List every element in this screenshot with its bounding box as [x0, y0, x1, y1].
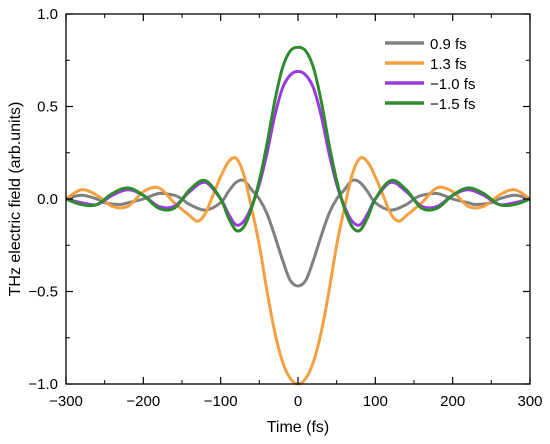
legend: 0.9 fs 1.3 fs −1.0 fs −1.5 fs — [385, 36, 475, 113]
legend-label: 0.9 fs — [430, 36, 467, 53]
x-tick-label: 100 — [363, 393, 388, 410]
y-tick-label: −0.5 — [28, 284, 58, 301]
y-tick-label: 0.5 — [37, 99, 58, 116]
y-tick-label: 1.0 — [37, 6, 58, 23]
series-lines — [65, 45, 531, 386]
x-tick-label: −300 — [49, 393, 83, 410]
legend-label: 1.3 fs — [430, 56, 467, 73]
x-tick-label: 300 — [517, 393, 542, 410]
legend-label: −1.0 fs — [430, 76, 475, 93]
series-line-4 — [65, 45, 531, 233]
x-tick-label: 0 — [294, 393, 302, 410]
axes: −300 −200 −100 0 100 200 300 −1.0 −0.5 0.0 0.5 1.0 — [28, 6, 542, 410]
y-tick-label: −1.0 — [28, 376, 58, 393]
x-tick-label: 200 — [440, 393, 465, 410]
x-axis-label: Time (fs) — [267, 419, 330, 436]
x-tick-label: −200 — [126, 393, 160, 410]
legend-label: −1.5 fs — [430, 96, 475, 113]
series-line-3 — [65, 69, 531, 227]
series-line-1 — [65, 178, 531, 288]
y-tick-label: 0.0 — [37, 191, 58, 208]
x-tick-label: −100 — [204, 393, 238, 410]
y-axis-label: THz electric field (arb.units) — [7, 102, 24, 297]
